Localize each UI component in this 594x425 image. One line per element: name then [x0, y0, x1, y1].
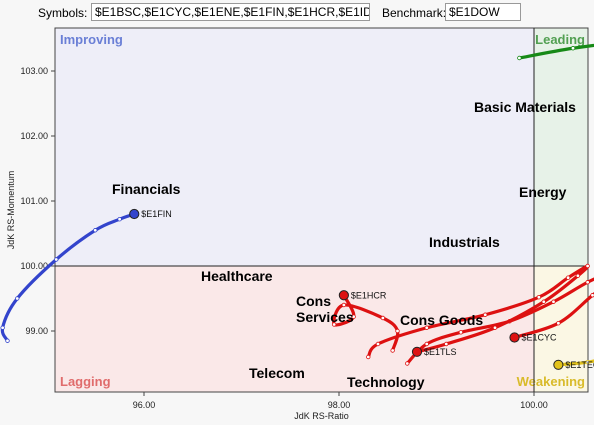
head-telecom[interactable] [411, 346, 423, 357]
tail-point-financials [15, 296, 20, 301]
quadrant-lagging [55, 266, 534, 392]
group-label-telecom: Telecom [249, 365, 305, 381]
tail-point-telecom [536, 295, 542, 300]
symbols-input[interactable]: $E1BSC,$E1CYC,$E1ENE,$E1FIN,$E1HCR,$E1ID… [91, 3, 370, 21]
plot-frame [54, 27, 589, 393]
tail-point-cons-services [590, 293, 594, 298]
symbol-label-cons-services: $E1CYC [522, 333, 558, 343]
symbol-label-telecom: $E1TLS [424, 347, 457, 357]
tail-point-telecom [366, 354, 371, 360]
tail-point-telecom [444, 341, 449, 347]
toolbar: Symbols: $E1BSC,$E1CYC,$E1ENE,$E1FIN,$E1… [0, 0, 594, 26]
tail-point-basic-materials [570, 46, 576, 51]
tail-point-telecom [575, 273, 581, 278]
tail-point-technology [585, 360, 590, 365]
tail-point-cons-services [551, 299, 556, 304]
tail-telecom [366, 264, 590, 359]
quadrant-label-lagging: Lagging [60, 374, 111, 389]
group-label-energy: Energy [519, 184, 567, 200]
tail-point-telecom [375, 341, 381, 347]
tail-point-telecom [541, 299, 546, 304]
x-tick-label: 96.00 [133, 400, 156, 410]
tail-point-telecom [483, 312, 488, 317]
group-label-basic-materials: Basic Materials [474, 99, 576, 115]
quadrant-label-weakening: Weakening [517, 374, 585, 389]
head-healthcare[interactable] [338, 290, 349, 301]
tail-point-financials [5, 338, 10, 343]
symbol-label-healthcare: $E1HCR [351, 290, 387, 300]
head-technology[interactable] [553, 359, 564, 370]
head-financials[interactable] [129, 208, 140, 220]
tail-point-cons-services [556, 321, 561, 326]
tail-point-cons-services [424, 341, 429, 347]
quadrant-leading [534, 28, 588, 266]
tail-point-financials [93, 228, 98, 233]
tail-point-basic-materials [517, 55, 522, 61]
tail-point-healthcare [351, 314, 356, 319]
quadrant-label-improving: Improving [60, 32, 123, 47]
tail-point-healthcare [395, 328, 400, 334]
tail-point-telecom [565, 275, 571, 280]
tail-point-healthcare [341, 302, 347, 308]
group-label-financials: Financials [112, 181, 181, 197]
x-tick-label: 100.00 [520, 400, 548, 410]
benchmark-label: Benchmark: [382, 6, 447, 20]
group-label-healthcare: Healthcare [201, 268, 273, 284]
symbols-label: Symbols: [38, 6, 88, 20]
group-label-industrials: Industrials [429, 234, 500, 250]
group-label-cons-services-line1: Cons [296, 293, 331, 309]
group-label-technology: Technology [347, 374, 425, 390]
symbol-label-financials: $E1FIN [141, 209, 172, 219]
symbol-label-technology: $E1TEC [565, 360, 594, 370]
y-tick-label: 103.00 [20, 66, 48, 76]
tail-point-cons-services [585, 280, 590, 285]
quadrant-improving [55, 28, 534, 266]
tail-point-telecom [424, 325, 429, 330]
tail-technology [556, 359, 594, 367]
benchmark-input[interactable]: $E1DOW [445, 3, 521, 21]
tail-point-cons-services [458, 330, 464, 335]
tail-point-cons-services [405, 361, 410, 366]
y-tick-label: 101.00 [20, 196, 48, 206]
tail-point-financials [0, 325, 5, 330]
tail-point-financials [54, 257, 59, 262]
tail-point-telecom [585, 263, 590, 269]
x-tick-label: 98.00 [328, 400, 351, 410]
quadrant-label-leading: Leading [535, 32, 585, 47]
tail-point-financials [117, 216, 122, 222]
group-label-cons-services-line2: Services [296, 309, 354, 325]
tail-point-healthcare [380, 315, 386, 321]
y-tick-label: 100.00 [20, 261, 48, 271]
y-tick-label: 99.00 [25, 326, 48, 336]
tail-point-healthcare [390, 348, 395, 353]
tail-point-telecom [492, 325, 498, 330]
tail-cons-services [405, 277, 594, 366]
tail-point-healthcare [331, 322, 337, 327]
y-axis-label: JdK RS-Momentum [6, 171, 16, 250]
x-axis-label: JdK RS-Ratio [294, 411, 349, 421]
group-label-cons-goods: Cons Goods [400, 312, 483, 328]
head-cons-services[interactable] [509, 332, 520, 343]
y-tick-label: 102.00 [20, 131, 48, 141]
